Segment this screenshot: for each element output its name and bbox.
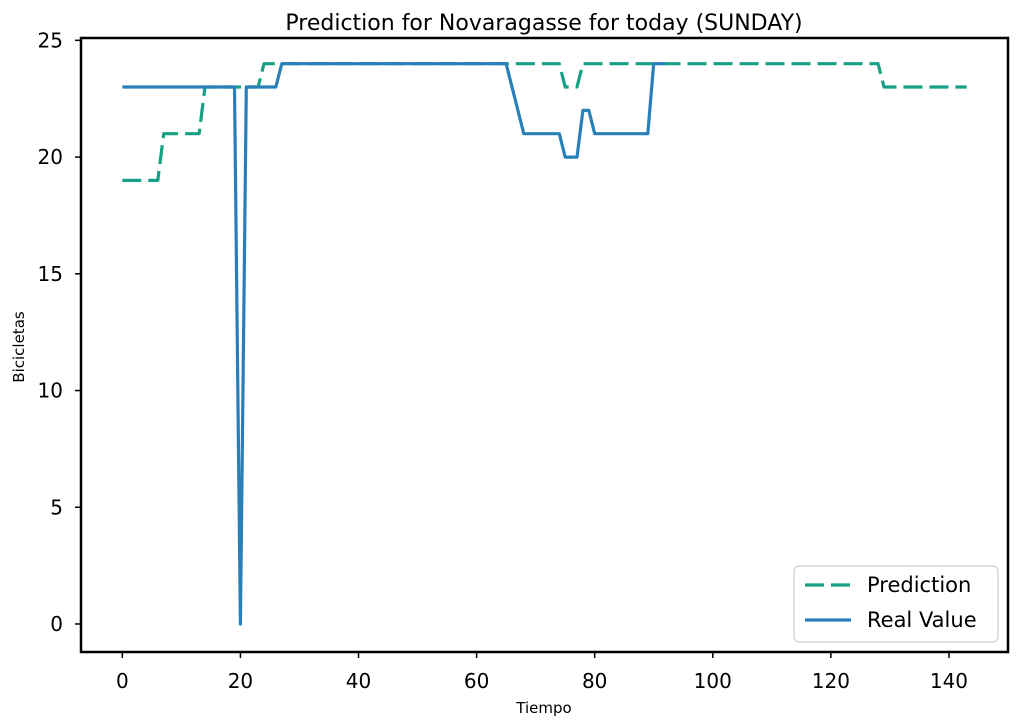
plot-area bbox=[122, 62, 967, 626]
y-tick-label: 5 bbox=[50, 495, 63, 519]
x-tick-label: 40 bbox=[346, 669, 371, 693]
chart-title: Prediction for Novaragasse for today (SU… bbox=[285, 11, 802, 36]
y-tick-label: 25 bbox=[38, 28, 63, 52]
x-tick-label: 60 bbox=[464, 669, 489, 693]
y-tick-label: 15 bbox=[38, 262, 63, 286]
x-tick-label: 0 bbox=[116, 669, 129, 693]
x-tick-label: 100 bbox=[694, 669, 732, 693]
x-tick-label: 20 bbox=[228, 669, 253, 693]
x-tick-label: 120 bbox=[812, 669, 850, 693]
series-line-real-value bbox=[122, 62, 666, 626]
x-axis-label: Tiempo bbox=[515, 699, 571, 717]
y-tick-label: 0 bbox=[50, 612, 63, 636]
y-tick-label: 20 bbox=[38, 145, 63, 169]
legend-label: Prediction bbox=[867, 573, 971, 597]
legend: Prediction Real Value bbox=[793, 565, 999, 643]
series-line-prediction bbox=[122, 62, 967, 182]
x-tick-label: 80 bbox=[582, 669, 607, 693]
x-axis: 0 20 40 60 80 100 120 140 bbox=[116, 652, 968, 693]
x-tick-label: 140 bbox=[930, 669, 968, 693]
y-axis-label: Bicicletas bbox=[10, 311, 28, 383]
y-tick-label: 10 bbox=[38, 379, 63, 403]
plot-frame bbox=[79, 36, 1010, 654]
y-axis: 0 5 10 15 20 25 bbox=[38, 28, 81, 636]
legend-label: Real Value bbox=[867, 608, 977, 632]
